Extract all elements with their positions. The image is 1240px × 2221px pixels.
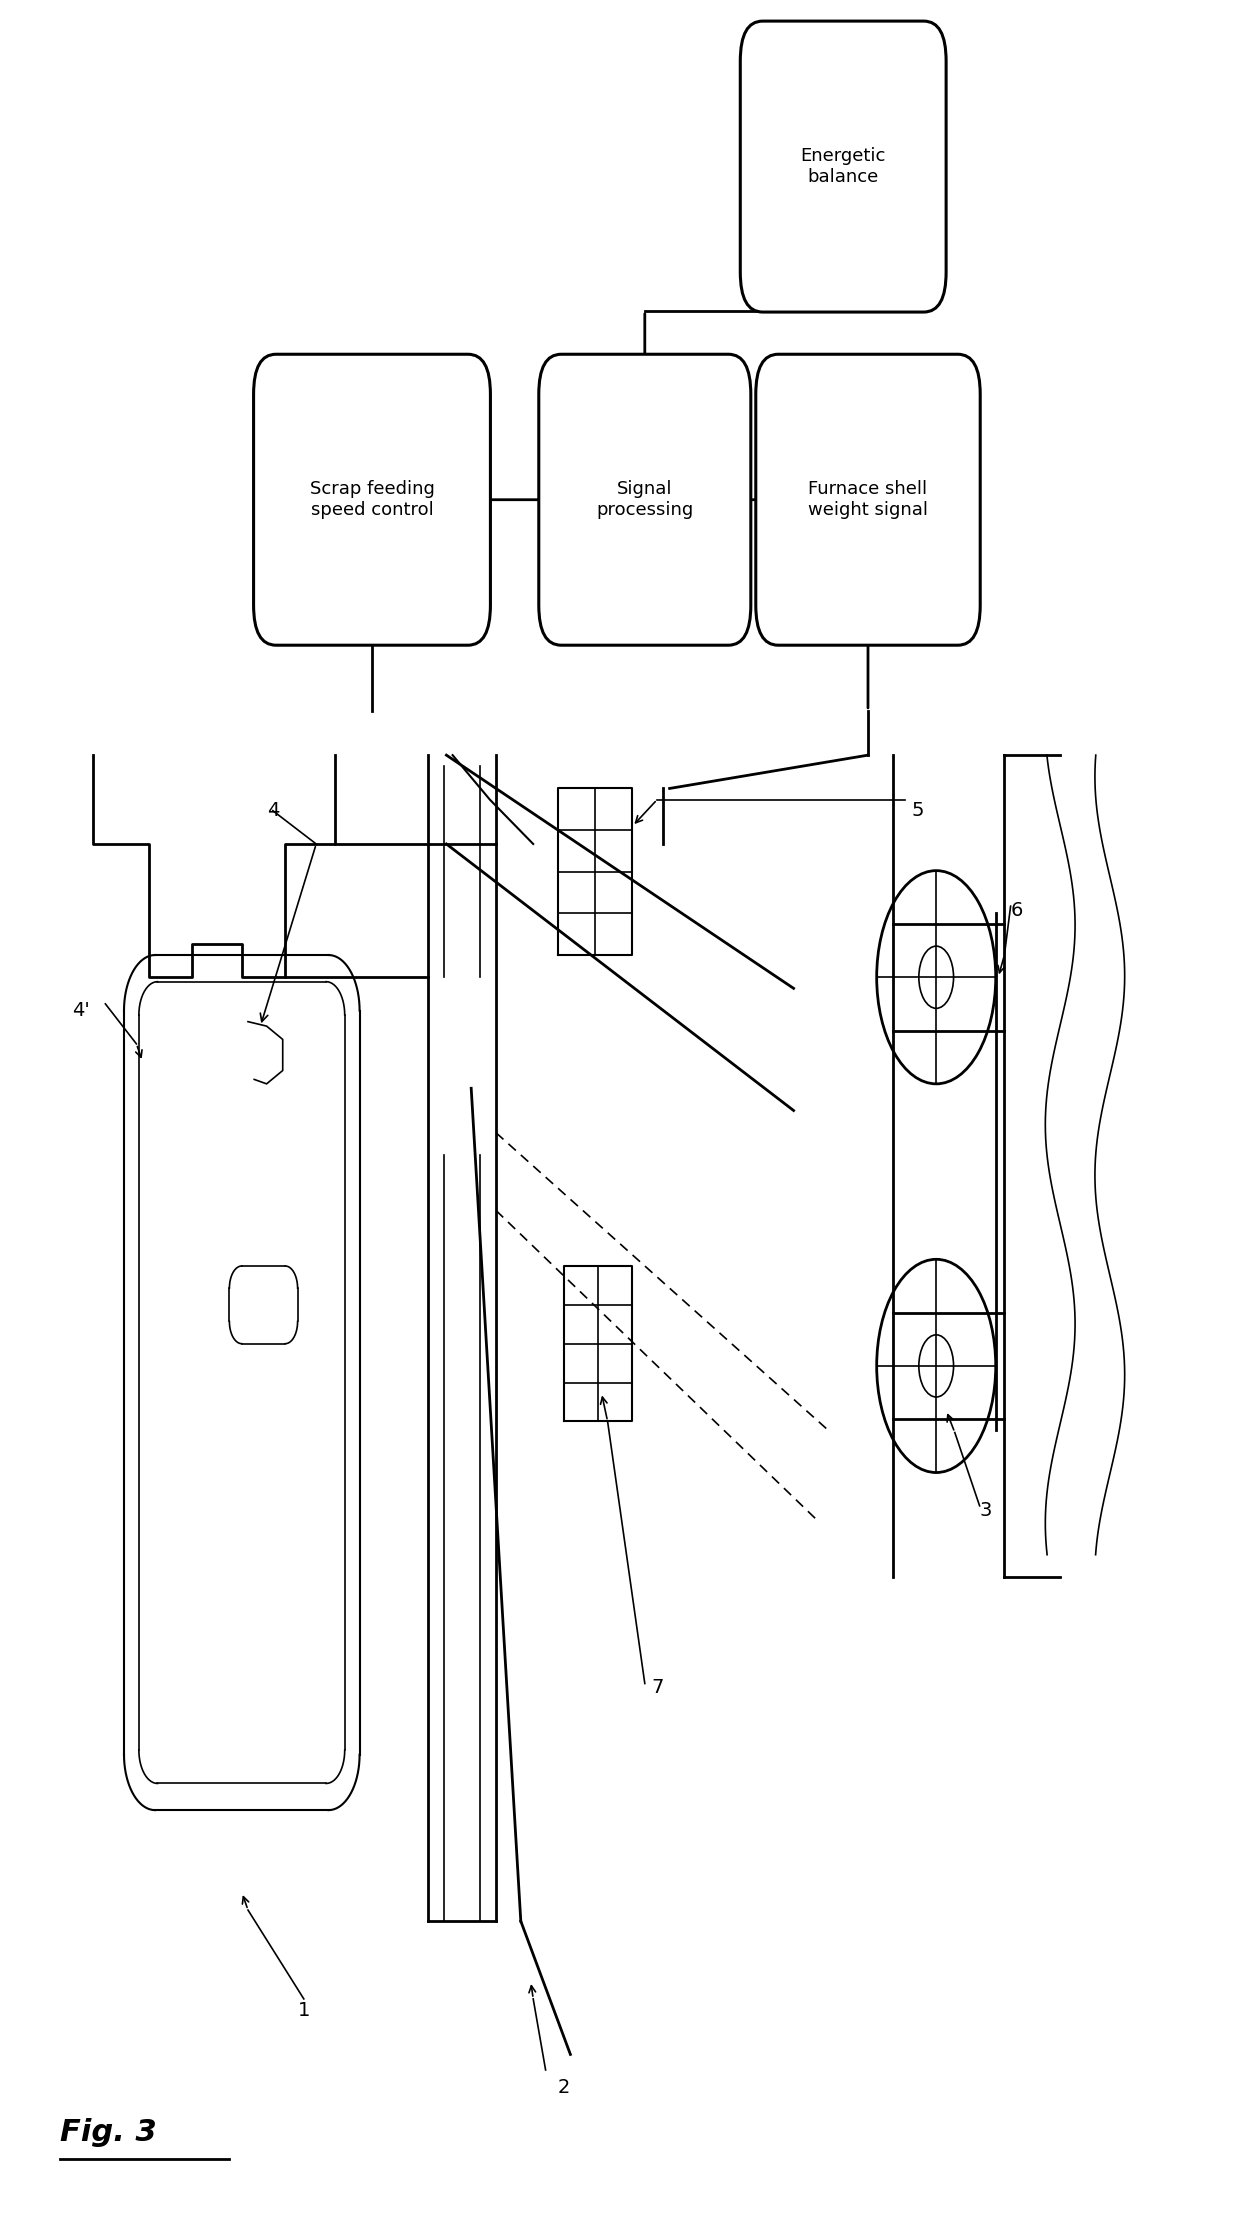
Text: Signal
processing: Signal processing: [596, 480, 693, 520]
Text: 3: 3: [980, 1501, 992, 1519]
Text: Furnace shell
weight signal: Furnace shell weight signal: [808, 480, 928, 520]
FancyBboxPatch shape: [538, 353, 751, 644]
Text: Energetic
balance: Energetic balance: [801, 147, 885, 187]
Text: 2: 2: [558, 2079, 570, 2097]
FancyBboxPatch shape: [740, 20, 946, 311]
Text: Scrap feeding
speed control: Scrap feeding speed control: [310, 480, 434, 520]
Text: Fig. 3: Fig. 3: [60, 2117, 156, 2148]
Text: 5: 5: [911, 802, 924, 820]
FancyBboxPatch shape: [755, 353, 980, 644]
Text: 4': 4': [72, 1002, 89, 1019]
Text: 7: 7: [651, 1679, 663, 1697]
Text: 6: 6: [1011, 902, 1023, 919]
FancyBboxPatch shape: [253, 353, 490, 644]
Text: 1: 1: [298, 2001, 310, 2019]
Text: 4: 4: [267, 802, 279, 820]
